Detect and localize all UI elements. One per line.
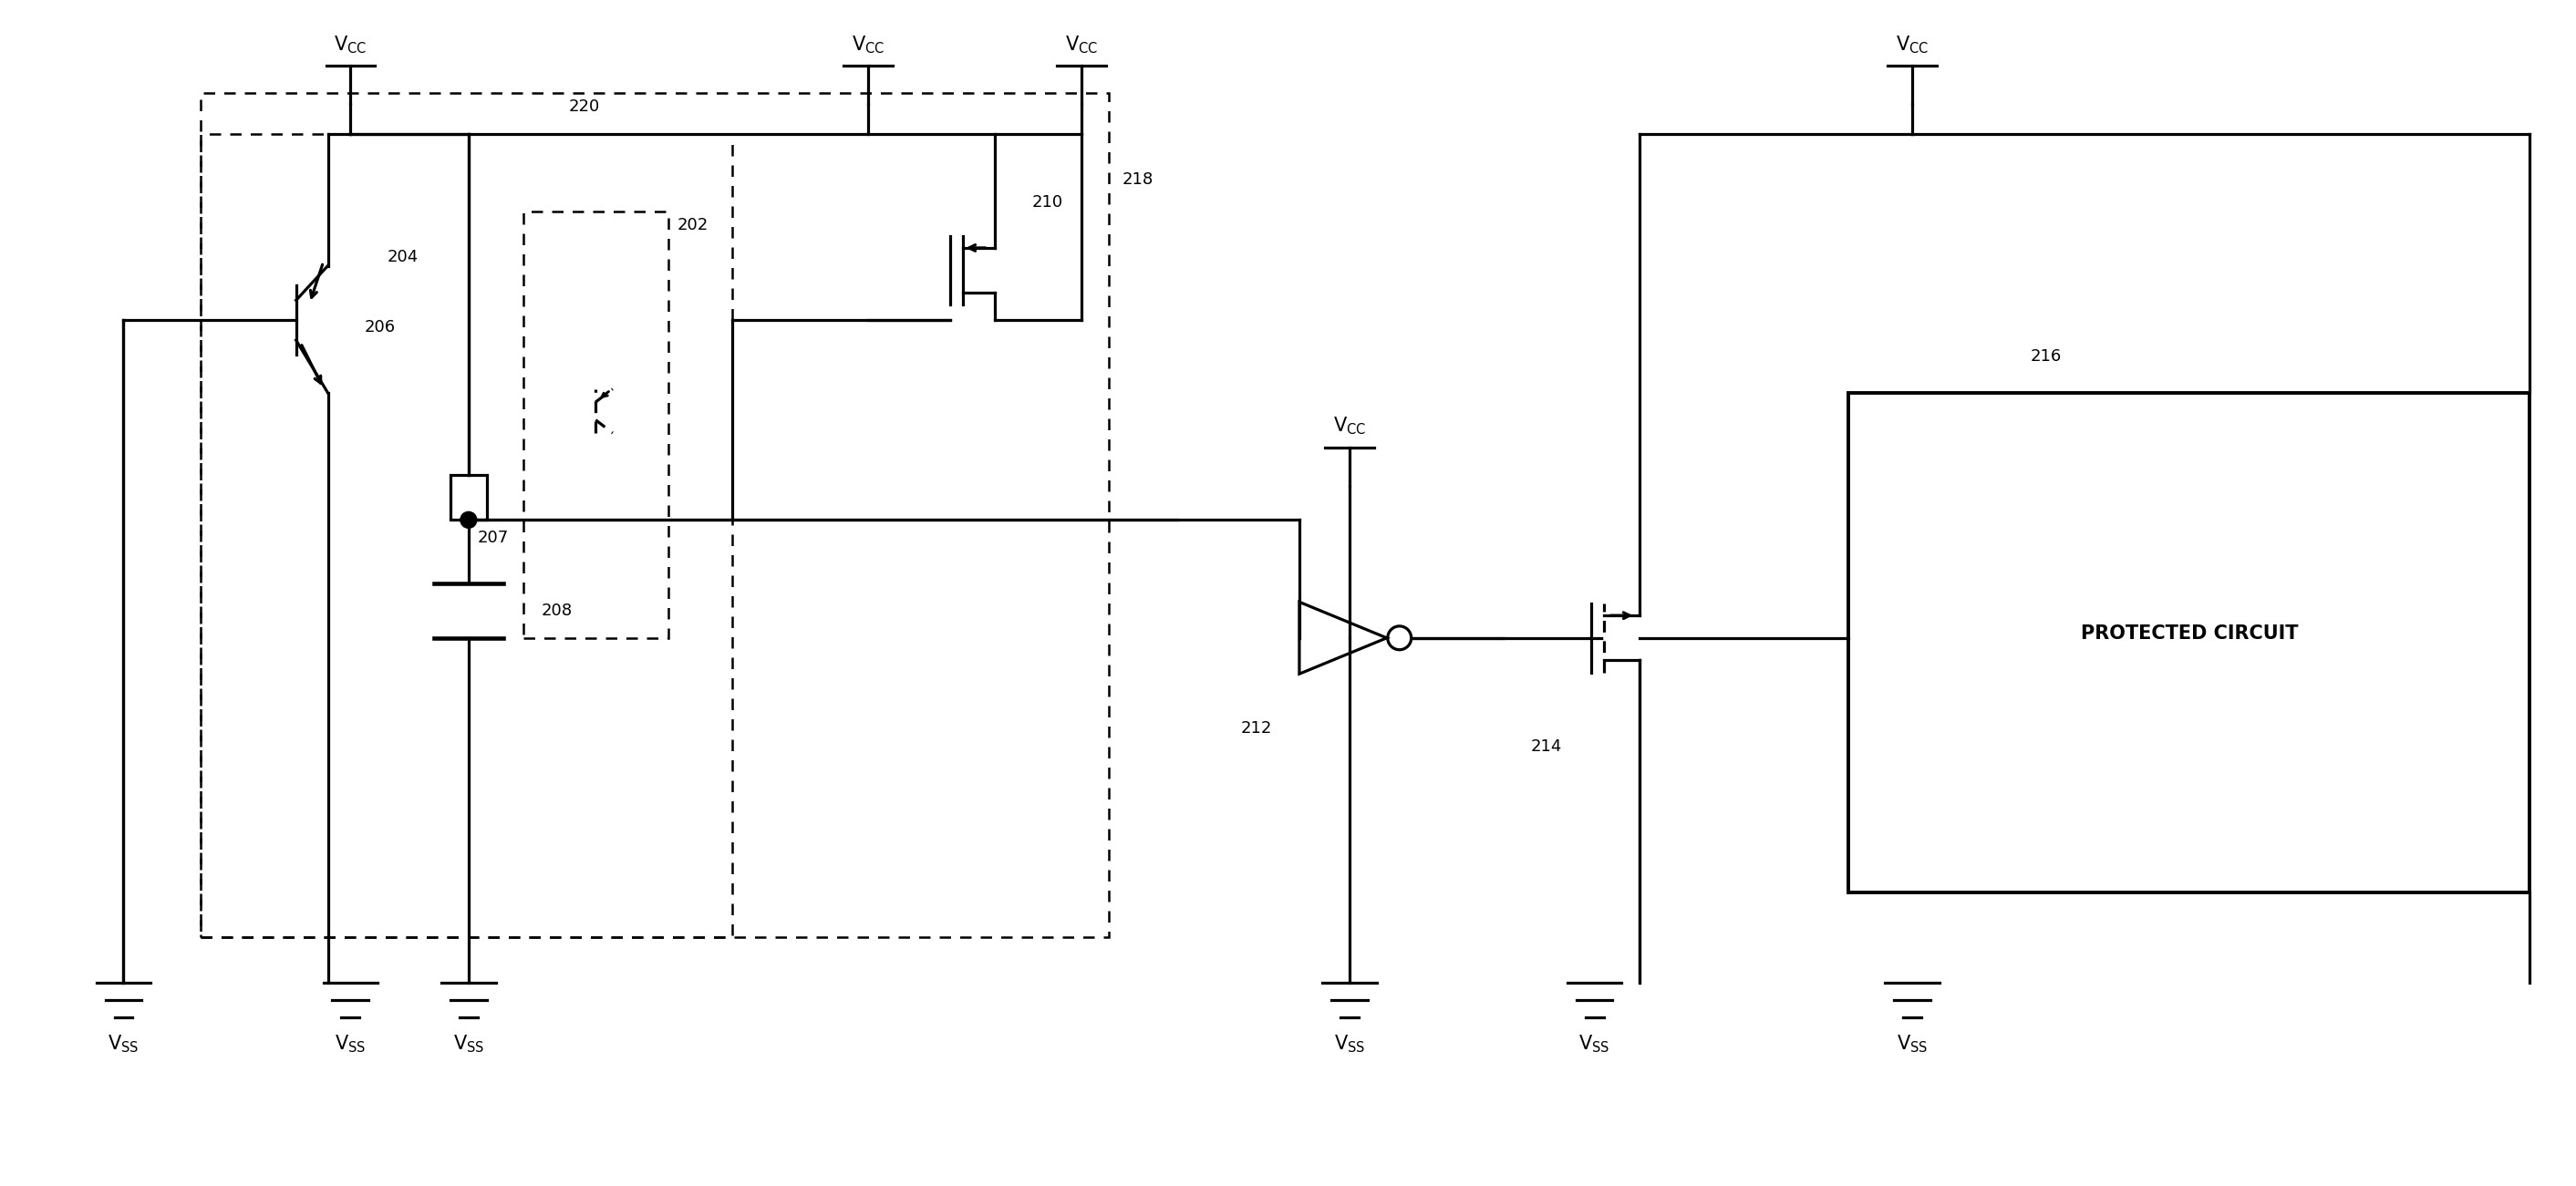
Text: PROTECTED CIRCUIT: PROTECTED CIRCUIT — [2081, 624, 2298, 643]
Text: $\mathsf{V_{SS}}$: $\mathsf{V_{SS}}$ — [1896, 1033, 1927, 1054]
Text: 207: 207 — [477, 530, 510, 547]
Text: 210: 210 — [1030, 195, 1064, 210]
Text: $\mathsf{V_{CC}}$: $\mathsf{V_{CC}}$ — [1064, 33, 1097, 56]
Text: 208: 208 — [541, 602, 572, 619]
Circle shape — [461, 512, 477, 528]
Text: 218: 218 — [1123, 171, 1154, 187]
Bar — [1850, 393, 2530, 892]
Text: $\mathsf{V_{CC}}$: $\mathsf{V_{CC}}$ — [335, 33, 366, 56]
Text: $\mathsf{V_{CC}}$: $\mathsf{V_{CC}}$ — [1896, 33, 1929, 56]
Text: $\mathsf{V_{CC}}$: $\mathsf{V_{CC}}$ — [853, 33, 884, 56]
Text: 212: 212 — [1242, 721, 1273, 737]
Text: 204: 204 — [386, 249, 417, 264]
Text: 202: 202 — [677, 217, 708, 234]
Text: 214: 214 — [1530, 739, 1561, 755]
Text: 220: 220 — [569, 98, 600, 115]
Text: 216: 216 — [2030, 349, 2061, 365]
Bar — [201, 134, 732, 937]
Bar — [451, 474, 487, 519]
Text: $\mathsf{V_{SS}}$: $\mathsf{V_{SS}}$ — [1334, 1033, 1365, 1054]
Text: $\mathsf{V_{SS}}$: $\mathsf{V_{SS}}$ — [108, 1033, 139, 1054]
Text: $\mathsf{V_{SS}}$: $\mathsf{V_{SS}}$ — [453, 1033, 484, 1054]
Bar — [523, 211, 667, 638]
Bar — [201, 94, 1108, 937]
Text: $\mathsf{V_{CC}}$: $\mathsf{V_{CC}}$ — [1332, 415, 1365, 436]
Text: 206: 206 — [366, 319, 397, 336]
Text: $\mathsf{V_{SS}}$: $\mathsf{V_{SS}}$ — [1579, 1033, 1610, 1054]
Text: $\mathsf{V_{SS}}$: $\mathsf{V_{SS}}$ — [335, 1033, 366, 1054]
